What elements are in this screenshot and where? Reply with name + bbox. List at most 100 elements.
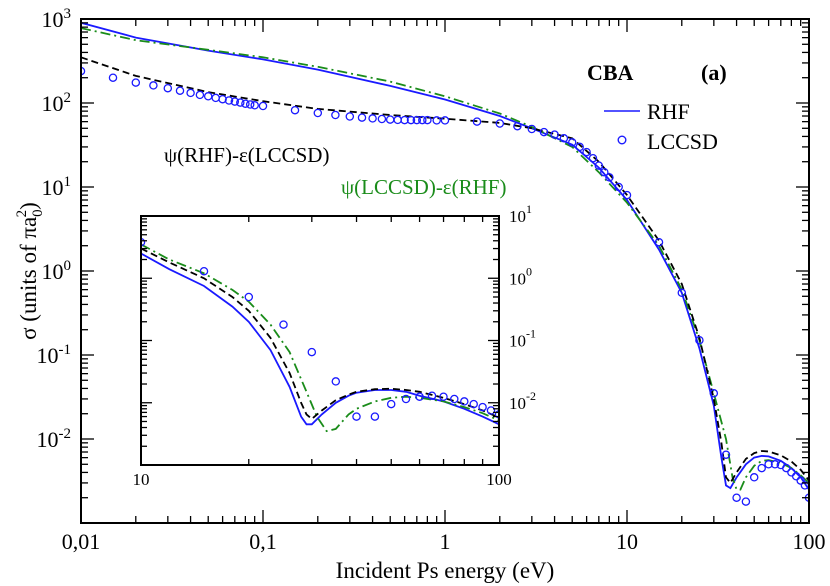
main-series-3-marker-9 <box>211 93 220 103</box>
inset-plot-frame <box>140 215 500 466</box>
main-series-3-marker-37 <box>527 124 537 134</box>
annotation-lccsd-rhf: ψ(LCCSD)-ε(RHF) <box>341 175 506 199</box>
inset-y-tick-label: 10-2 <box>509 389 536 413</box>
inset-series-3-marker-8 <box>386 399 396 409</box>
inset-background <box>141 216 499 465</box>
inset-series-layer <box>141 237 499 433</box>
main-series-0-line <box>81 21 809 491</box>
main-series-3-marker-40 <box>559 134 569 143</box>
inset-series-3-marker-11 <box>427 391 437 400</box>
inset-y-tick-label: 100 <box>509 264 532 288</box>
annotation-rhf-lccsd: ψ(RHF)-ε(LCCSD) <box>164 143 329 167</box>
main-series-3-marker-4 <box>163 83 173 93</box>
legend-title: CBA <box>587 60 634 85</box>
main-series-3-marker-3 <box>149 81 158 90</box>
main-series-3-marker-7 <box>195 90 205 100</box>
main-series-3-marker-21 <box>345 112 355 121</box>
main-series-3-marker-55 <box>732 493 741 502</box>
legend-lccsd-circle-swatch <box>617 135 627 145</box>
main-x-tick-label: 0,01 <box>62 529 101 554</box>
main-series-3-marker-18 <box>290 105 300 115</box>
main-y-tick-label: 102 <box>42 90 72 116</box>
inset-series-3-marker-1 <box>199 266 209 276</box>
main-x-tick-label: 1 <box>440 529 451 554</box>
main-y-tick-label: 103 <box>42 6 72 32</box>
main-series-3-marker-62 <box>782 463 791 473</box>
main-series-3-marker-59 <box>764 460 773 469</box>
main-series-1-line <box>81 27 809 491</box>
main-series-3-marker-5 <box>175 86 185 95</box>
main-series-3-marker-8 <box>203 92 213 101</box>
main-series-3-marker-51 <box>677 288 687 298</box>
main-series-3-marker-45 <box>594 161 604 170</box>
y-axis-label: σ (units of πa02) <box>14 202 46 340</box>
main-series-3-marker-2 <box>131 78 141 87</box>
inset-series-3-marker-4 <box>307 347 317 357</box>
main-series-2-line <box>81 56 809 485</box>
legend-panel-label: (a) <box>701 60 727 85</box>
main-y-tick-label: 101 <box>42 174 72 200</box>
main-series-3-marker-33 <box>440 116 450 125</box>
inset-x-tick-label: 10 <box>133 470 150 489</box>
inset-series-3-marker-14 <box>460 397 469 406</box>
main-series-3-marker-41 <box>567 138 577 147</box>
main-series-3-marker-42 <box>575 142 584 152</box>
main-series-3-marker-29 <box>412 115 422 125</box>
main-series-3-marker-56 <box>741 497 751 506</box>
main-series-3-marker-17 <box>258 101 268 111</box>
main-series-3-marker-34 <box>472 117 482 126</box>
inset-series-3-marker-15 <box>469 399 478 409</box>
main-series-3-marker-60 <box>770 460 780 469</box>
inset-series-0-line <box>141 252 499 426</box>
main-series-3-marker-46 <box>600 167 609 177</box>
main-series-3-marker-57 <box>749 473 759 482</box>
main-x-tick-label: 10 <box>616 529 638 554</box>
inset-x-tick-label: 100 <box>486 470 512 489</box>
main-series-3-marker-43 <box>582 147 591 157</box>
main-series-3-marker-31 <box>423 115 432 125</box>
main-series-3-marker-39 <box>550 130 559 139</box>
main-series-3-marker-23 <box>368 114 377 123</box>
main-x-tick-label: 0,1 <box>249 529 277 554</box>
main-series-3-marker-15 <box>245 100 255 109</box>
x-axis-label: Incident Ps energy (eV) <box>336 558 555 583</box>
main-series-3-marker-13 <box>236 98 245 107</box>
inset-series-3-marker-0 <box>141 237 146 247</box>
main-series-3-marker-38 <box>539 127 549 137</box>
main-series-3-marker-20 <box>331 110 340 120</box>
inset-ticks-layer: 10 100 10-2 10-1 100 101 <box>133 202 537 489</box>
main-series-3-marker-54 <box>721 450 731 459</box>
legend: CBA (a) RHF LCCSD <box>587 60 727 154</box>
main-series-3-marker-36 <box>513 121 522 131</box>
main-series-3-marker-12 <box>230 97 240 106</box>
inset-series-3-marker-12 <box>439 392 448 401</box>
y-axis-label-close: ) <box>16 202 41 210</box>
main-series-3-marker-53 <box>709 389 719 398</box>
main-series-3-marker-16 <box>250 101 259 110</box>
main-series-3-marker-49 <box>622 190 632 200</box>
inset-series-3-marker-17 <box>486 406 496 415</box>
main-series-3-marker-50 <box>654 237 664 247</box>
legend-entry-lccsd: LCCSD <box>647 129 718 154</box>
inset-series-3-marker-2 <box>244 292 254 302</box>
main-series-3-marker-32 <box>432 116 441 125</box>
main-series-3-marker-6 <box>186 88 195 98</box>
main-series-3-marker-47 <box>605 173 614 182</box>
inset-series-3-marker-10 <box>415 392 424 401</box>
inset-y-tick-label: 10-1 <box>509 327 536 351</box>
main-series-3-marker-44 <box>588 153 598 163</box>
main-y-tick-label: 10-2 <box>37 426 72 452</box>
main-series-3-marker-58 <box>757 463 766 473</box>
inset-series-3-marker-7 <box>370 412 380 421</box>
main-series-3-marker-19 <box>313 108 323 118</box>
main-series-3-marker-30 <box>418 115 427 125</box>
main-series-3-marker-65 <box>796 476 805 485</box>
inset-series-3-marker-3 <box>279 320 288 329</box>
main-y-tick-label: 100 <box>42 258 72 284</box>
main-series-3-marker-35 <box>495 119 505 128</box>
main-y-tick-label: 10-1 <box>37 342 72 368</box>
main-series-3-marker-28 <box>406 115 416 125</box>
main-series-3-marker-27 <box>400 115 409 125</box>
y-axis-label-superscript: 2 <box>14 210 30 218</box>
